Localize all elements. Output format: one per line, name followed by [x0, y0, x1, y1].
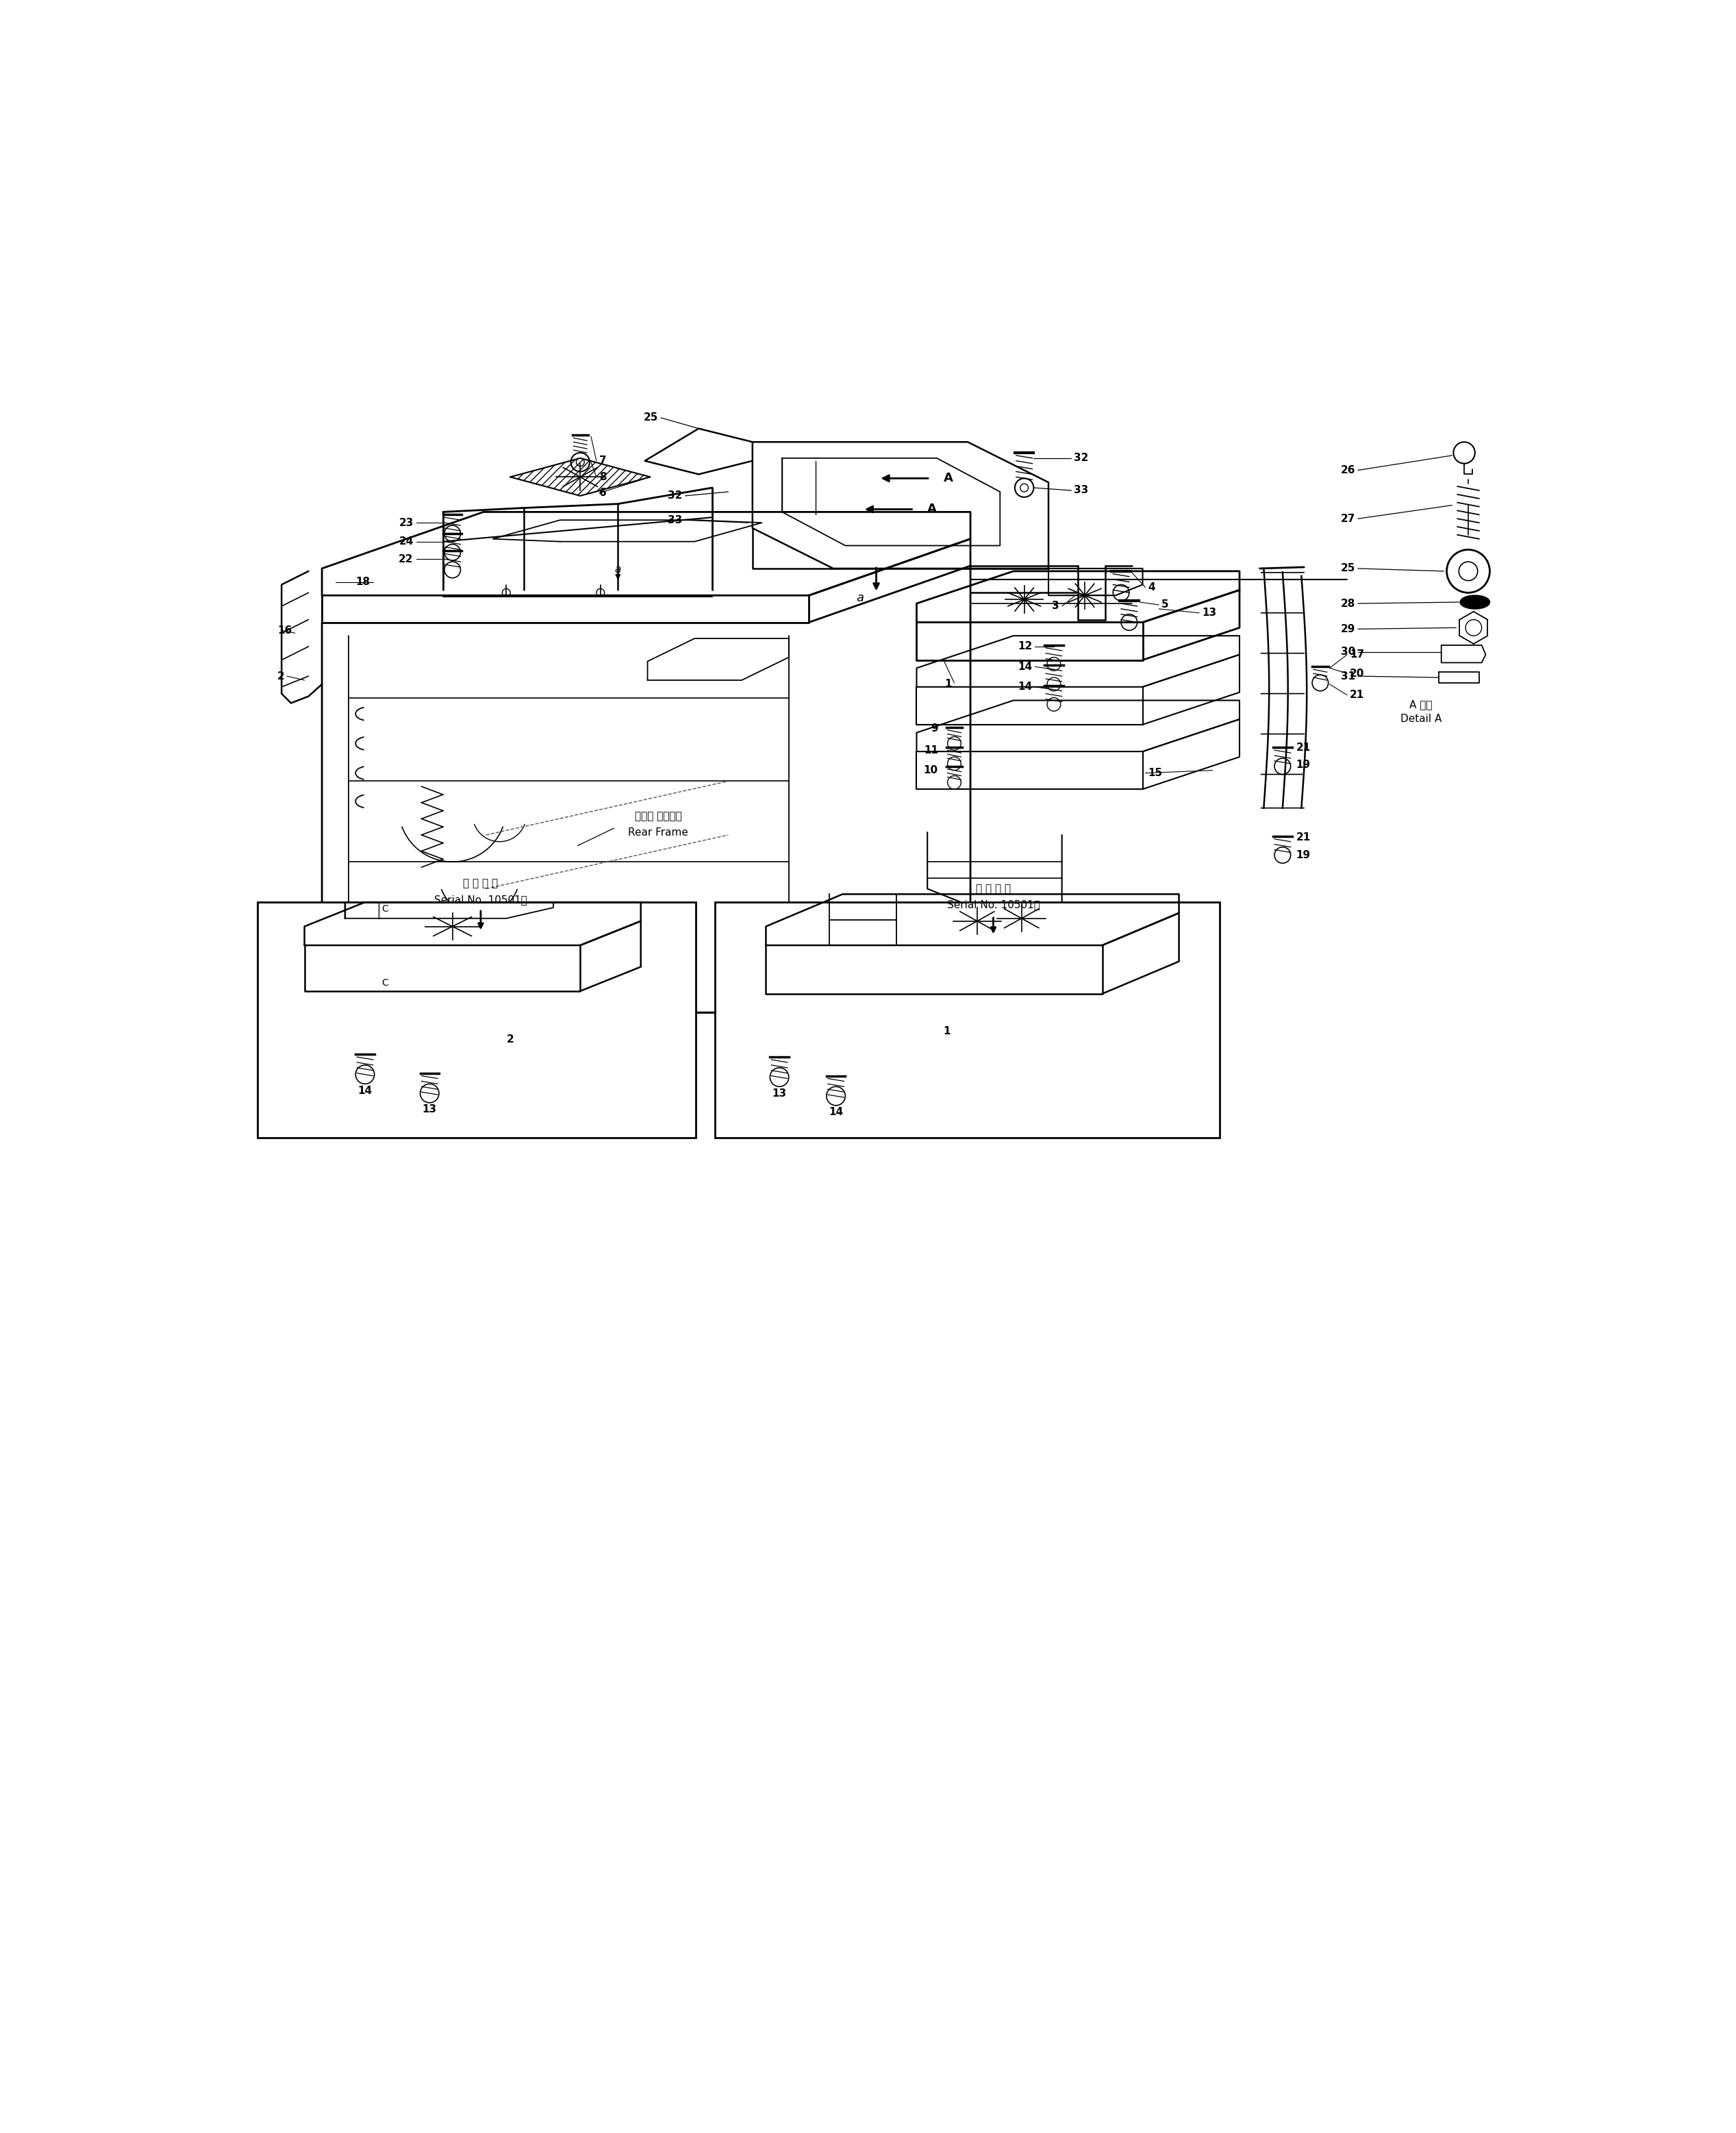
- Text: 4: 4: [1147, 582, 1154, 593]
- Text: 19: 19: [1297, 849, 1311, 860]
- Text: 12: 12: [1017, 642, 1033, 653]
- Text: 20: 20: [1351, 668, 1364, 678]
- Text: A: A: [944, 471, 953, 484]
- Text: 18: 18: [356, 576, 370, 587]
- Text: 21: 21: [1297, 832, 1311, 843]
- Text: 32: 32: [668, 491, 682, 501]
- Text: 33: 33: [668, 514, 682, 525]
- Text: 25: 25: [644, 412, 658, 422]
- Text: 29: 29: [1340, 625, 1356, 634]
- Text: 21: 21: [1297, 742, 1311, 753]
- Text: Detail A: Detail A: [1401, 715, 1443, 725]
- Bar: [715, 902, 1219, 1137]
- Text: 25: 25: [1340, 563, 1356, 574]
- Text: 22: 22: [399, 555, 413, 565]
- Text: 23: 23: [399, 518, 413, 527]
- Text: リヤー フレーム: リヤー フレーム: [635, 811, 682, 821]
- Text: 1: 1: [944, 678, 951, 689]
- Text: 26: 26: [1340, 465, 1356, 476]
- Text: C: C: [382, 904, 389, 913]
- Text: 3: 3: [1052, 602, 1059, 612]
- Text: 33: 33: [1075, 486, 1088, 495]
- Text: 10: 10: [924, 766, 937, 776]
- Text: 16: 16: [278, 625, 292, 636]
- Text: A 詳細: A 詳細: [1410, 700, 1432, 710]
- Text: 2: 2: [507, 1035, 514, 1045]
- Bar: [257, 902, 696, 1137]
- Text: 13: 13: [1201, 608, 1217, 619]
- Text: 14: 14: [358, 1086, 372, 1096]
- Text: 21: 21: [1351, 689, 1364, 700]
- Text: Rear Frame: Rear Frame: [628, 828, 689, 838]
- Text: Serial No. 10501～: Serial No. 10501～: [434, 894, 528, 904]
- Text: 適 用 号 機: 適 用 号 機: [464, 879, 498, 889]
- Text: 32: 32: [1075, 452, 1088, 463]
- Text: 14: 14: [828, 1107, 844, 1118]
- Text: 8: 8: [599, 471, 606, 482]
- Text: 17: 17: [1351, 648, 1364, 659]
- Text: a: a: [615, 565, 621, 576]
- Text: 27: 27: [1340, 514, 1356, 525]
- Text: 15: 15: [1147, 768, 1163, 779]
- Text: 28: 28: [1340, 599, 1356, 608]
- Text: 7: 7: [599, 456, 606, 465]
- Text: 2: 2: [278, 672, 285, 680]
- Text: 1: 1: [944, 1026, 951, 1037]
- Text: C: C: [382, 979, 389, 988]
- Text: 30: 30: [1340, 646, 1356, 657]
- Text: 9: 9: [930, 723, 937, 734]
- Text: 14: 14: [1017, 661, 1033, 672]
- Text: 6: 6: [599, 488, 606, 499]
- Text: 13: 13: [773, 1088, 786, 1098]
- Text: 適 用 号 機: 適 用 号 機: [976, 883, 1010, 894]
- Text: 19: 19: [1297, 759, 1311, 770]
- Text: 11: 11: [924, 744, 937, 755]
- Text: 31: 31: [1340, 672, 1356, 680]
- Ellipse shape: [1460, 595, 1489, 608]
- Text: 5: 5: [1161, 599, 1168, 610]
- Text: 24: 24: [399, 535, 413, 546]
- Text: A: A: [927, 503, 937, 516]
- Text: Serial No. 10501～: Serial No. 10501～: [946, 900, 1040, 911]
- Text: 13: 13: [422, 1105, 437, 1116]
- Text: a: a: [856, 593, 865, 604]
- Text: 14: 14: [1017, 683, 1033, 691]
